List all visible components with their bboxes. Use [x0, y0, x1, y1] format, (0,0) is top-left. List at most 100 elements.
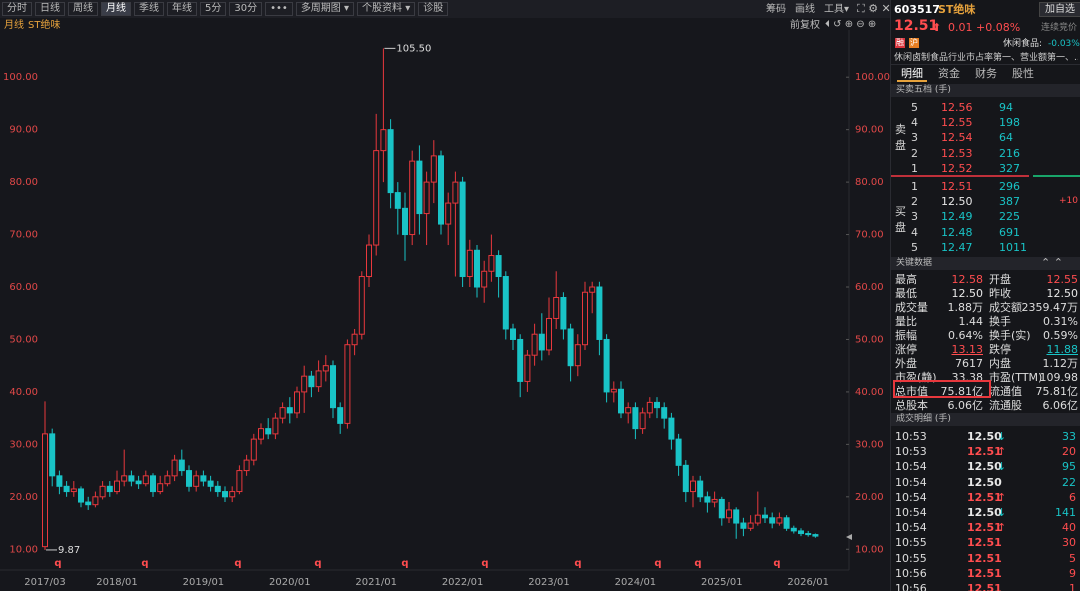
- panel-tab[interactable]: 资金: [938, 67, 960, 80]
- chart-adjust: 前复权: [790, 20, 820, 31]
- level: 3: [911, 210, 918, 224]
- toolbar-tab[interactable]: 个股资料 ▾: [357, 2, 416, 16]
- trade-volume: 22: [1062, 475, 1076, 489]
- ask-price: 12.52: [941, 161, 973, 175]
- trade-price: 12.51: [967, 445, 1002, 459]
- panel-tab[interactable]: 股性: [1012, 67, 1034, 80]
- y-tick-label: 100.00: [3, 72, 38, 83]
- candle-body: [78, 488, 84, 503]
- candle-body: [142, 475, 149, 485]
- candle-body: [366, 244, 372, 278]
- candle-body: [546, 317, 552, 351]
- candle-body: [56, 475, 63, 487]
- candle-body: [524, 354, 531, 382]
- bid-volume: 387: [999, 195, 1020, 209]
- key-label: 涨停: [895, 343, 917, 356]
- candle-body: [805, 533, 812, 536]
- candle-body: [387, 129, 394, 194]
- section-bg: [891, 84, 1080, 97]
- candle-body: [675, 438, 682, 466]
- trades-title: 成交明细 (手): [896, 414, 951, 424]
- panel-tab[interactable]: 财务: [975, 67, 997, 80]
- trade-arrow: ↑: [997, 445, 1007, 459]
- candle-body: [301, 375, 308, 393]
- toolbar-tab[interactable]: 30分: [229, 2, 263, 16]
- candle-body: [668, 417, 675, 440]
- key-label: 流通值: [989, 385, 1022, 398]
- candle-body: [258, 428, 264, 440]
- y-tick-label-right: 40.00: [855, 387, 884, 398]
- key-value: 12.50: [951, 287, 984, 300]
- trade-time: 10:53: [895, 445, 927, 459]
- ask-volume: 94: [999, 101, 1013, 114]
- tool[interactable]: 画线: [795, 4, 815, 15]
- candle-body: [402, 207, 408, 236]
- watch-button[interactable]: 加自选: [1039, 2, 1080, 17]
- candle-body: [754, 514, 761, 524]
- window-icons: ⛶ ⚙ ✕: [857, 2, 891, 15]
- toolbar-tab[interactable]: 5分: [200, 2, 227, 16]
- candle-body: [769, 517, 776, 524]
- toolbar-tab[interactable]: 月线: [101, 2, 131, 16]
- y-tick-label: 60.00: [9, 282, 38, 293]
- trade-price: 12.51: [967, 521, 1002, 535]
- key-value: 75.81亿: [940, 385, 984, 398]
- trade-volume: 5: [1069, 551, 1076, 565]
- candle-body: [394, 192, 401, 209]
- bid-volume: 296: [999, 180, 1020, 193]
- trade-volume: 40: [1062, 521, 1076, 535]
- trade-time: 10:54: [895, 521, 927, 535]
- toolbar-tab[interactable]: 季线: [134, 2, 164, 16]
- trade-price: 12.51: [967, 566, 1002, 580]
- x-tick-label: 2017/03: [24, 577, 66, 588]
- ask-volume: 216: [999, 146, 1020, 160]
- candle-body: [214, 485, 221, 493]
- candle-body: [42, 433, 48, 548]
- y-tick-label-right: 60.00: [855, 282, 884, 293]
- y-tick-label-right: 80.00: [855, 177, 884, 188]
- candle-body: [682, 464, 689, 493]
- key-label: 最高: [895, 273, 917, 286]
- toolbar-tab[interactable]: 分时: [2, 2, 32, 16]
- divider: [891, 64, 1080, 65]
- candle-body: [776, 517, 783, 524]
- candle-body: [308, 375, 315, 388]
- key-label: 外盘: [895, 357, 917, 370]
- x-tick-label: 2023/01: [528, 577, 570, 588]
- key-value: 1.12万: [1042, 357, 1079, 370]
- level: 5: [911, 240, 918, 254]
- tool[interactable]: 工具▾: [824, 4, 850, 15]
- candle-body: [481, 270, 488, 288]
- key-label: 总股本: [895, 399, 928, 412]
- panel-tab[interactable]: 明细: [897, 67, 927, 82]
- toolbar-tab[interactable]: 年线: [167, 2, 197, 16]
- toolbar: 分时 日线 周线 月线 季线 年线 5分 30分 ••• 多周期图 ▾ 个股资料 ▾ 诊股: [2, 2, 449, 16]
- trade-volume: 1: [1069, 582, 1076, 591]
- candle-body: [466, 249, 473, 278]
- trade-arrow: ↑: [997, 521, 1007, 535]
- trade-arrow: ↑: [997, 490, 1007, 504]
- toolbar-tab[interactable]: •••: [265, 2, 293, 16]
- candle-body: [704, 496, 711, 503]
- x-tick-label: 2026/01: [787, 577, 829, 588]
- candle-body: [812, 534, 819, 537]
- key-value: 13.13: [951, 343, 984, 356]
- trade-arrow: ↓: [997, 430, 1007, 443]
- candle-body: [121, 475, 128, 482]
- ask-price: 12.54: [941, 131, 973, 145]
- event-marker: q: [773, 558, 780, 569]
- trade-price: 12.51: [967, 551, 1002, 565]
- candle-body: [488, 255, 495, 272]
- toolbar-tab[interactable]: 日线: [35, 2, 65, 16]
- tool[interactable]: 筹码: [766, 4, 786, 15]
- toolbar-tab[interactable]: 诊股: [418, 2, 449, 16]
- toolbar-tab[interactable]: 周线: [68, 2, 98, 16]
- key-label: 总市值: [895, 385, 928, 398]
- candle-body: [726, 509, 732, 519]
- key-label: 开盘: [989, 273, 1011, 286]
- candle-body: [783, 517, 790, 529]
- trade-arrow: ↓: [997, 506, 1007, 519]
- toolbar-tab[interactable]: 多周期图 ▾: [295, 2, 355, 16]
- y-tick-label: 20.00: [9, 492, 38, 503]
